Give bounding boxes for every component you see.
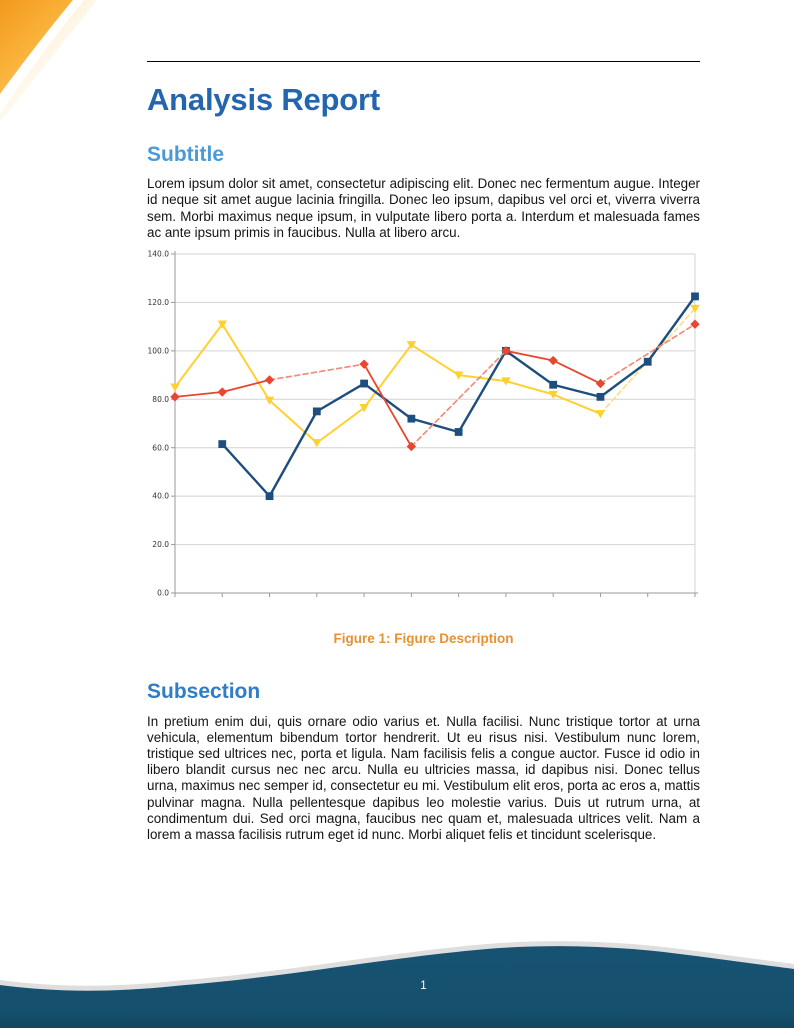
yellow-triangles-segment bbox=[552, 393, 602, 415]
yellow-triangles-segment bbox=[268, 399, 318, 444]
blue-squares-segment bbox=[268, 410, 319, 498]
blue-squares-marker bbox=[454, 428, 463, 436]
blue-squares-marker bbox=[596, 393, 605, 401]
red-diamonds-segment bbox=[552, 359, 602, 385]
blue-squares-marker bbox=[360, 379, 368, 388]
blue-squares-segment bbox=[315, 382, 366, 413]
red-diamonds-marker bbox=[595, 378, 606, 389]
red-diamonds-segment bbox=[221, 379, 271, 393]
y-axis-tick-label: 40.0 bbox=[152, 492, 169, 501]
blue-squares-segment bbox=[504, 349, 555, 387]
blue-squares-segment bbox=[599, 360, 649, 399]
y-axis-tick-label: 120.0 bbox=[148, 298, 170, 307]
blue-squares-marker bbox=[218, 440, 227, 449]
yellow-triangles-marker bbox=[170, 383, 180, 392]
yellow-triangles-marker bbox=[264, 396, 275, 406]
y-axis-tick-label: 140.0 bbox=[148, 250, 170, 259]
y-axis-tick-label: 0.0 bbox=[157, 589, 169, 598]
y-axis-tick-label: 100.0 bbox=[148, 347, 170, 356]
blue-squares-marker bbox=[549, 380, 558, 389]
blue-squares-segment bbox=[221, 442, 271, 498]
yellow-triangles-marker bbox=[501, 377, 511, 386]
yellow-triangles-marker bbox=[595, 410, 606, 419]
y-axis-tick-label: 60.0 bbox=[152, 443, 169, 452]
yellow-triangles-marker bbox=[406, 341, 417, 350]
blue-squares-segment bbox=[646, 295, 697, 364]
y-axis-tick-label: 80.0 bbox=[152, 395, 169, 404]
blue-squares-marker bbox=[407, 414, 416, 423]
red-diamonds-marker bbox=[690, 319, 700, 329]
subtitle-heading: Subtitle bbox=[147, 142, 224, 166]
blue-squares-marker bbox=[312, 407, 321, 416]
body-paragraph: In pretium enim dui, quis ornare odio va… bbox=[147, 713, 700, 842]
blue-squares-marker bbox=[265, 492, 274, 501]
red-diamonds-gap-segment bbox=[410, 350, 507, 448]
blue-squares-segment bbox=[457, 349, 508, 434]
figure-caption: Figure 1: Figure Description bbox=[333, 631, 514, 647]
yellow-triangles-marker bbox=[548, 390, 558, 399]
intro-paragraph: Lorem ipsum dolor sit amet, consectetur … bbox=[147, 176, 700, 240]
blue-squares-segment bbox=[551, 383, 602, 399]
blue-squares-segment bbox=[410, 417, 460, 434]
subsection-heading: Subsection bbox=[147, 680, 261, 704]
yellow-triangles-segment bbox=[221, 323, 271, 402]
page-number: 1 bbox=[420, 980, 427, 992]
yellow-triangles-segment bbox=[174, 323, 224, 389]
red-diamonds-marker bbox=[170, 392, 180, 402]
page-footer: 1 bbox=[0, 916, 794, 1028]
yellow-triangles-segment bbox=[363, 343, 413, 409]
red-diamonds-gap-segment bbox=[268, 363, 365, 381]
yellow-triangles-segment bbox=[504, 380, 555, 396]
yellow-triangles-marker bbox=[359, 404, 369, 413]
page-content: Analysis Report Subtitle Lorem ipsum dol… bbox=[147, 0, 700, 843]
red-diamonds-segment bbox=[505, 350, 555, 362]
blue-squares-segment bbox=[362, 382, 413, 420]
line-chart: 0.0 20.0 40.0 60.0 80.0 100.0 120.0 140.0 bbox=[148, 250, 700, 598]
corner-orange-shape bbox=[0, 0, 73, 94]
red-diamonds-segment bbox=[174, 391, 224, 398]
blue-squares-marker bbox=[691, 292, 699, 301]
yellow-triangles-marker bbox=[217, 320, 227, 329]
yellow-triangles-segment bbox=[410, 343, 460, 377]
yellow-triangles-segment bbox=[457, 374, 507, 383]
red-diamonds-marker bbox=[264, 375, 275, 385]
red-diamonds-marker bbox=[501, 346, 511, 356]
yellow-triangles-marker bbox=[453, 371, 464, 380]
yellow-triangles-marker bbox=[690, 304, 700, 314]
red-diamonds-marker bbox=[548, 355, 558, 366]
red-diamonds-segment bbox=[363, 363, 413, 448]
figure-1: 0.0 20.0 40.0 60.0 80.0 100.0 120.0 140.0 Figur… bbox=[147, 242, 700, 646]
y-axis-tick-label: 20.0 bbox=[152, 540, 169, 549]
blue-squares-marker bbox=[643, 357, 652, 366]
page-title: Analysis Report bbox=[147, 82, 381, 117]
red-diamonds-marker bbox=[217, 387, 227, 397]
red-diamonds-gap-segment bbox=[599, 323, 696, 385]
header-rule bbox=[147, 61, 700, 62]
red-diamonds-marker bbox=[359, 359, 369, 369]
footer-wave bbox=[0, 941, 794, 1028]
yellow-triangles-marker bbox=[312, 439, 322, 448]
corner-swoosh-decoration bbox=[0, 0, 97, 122]
footer-wave-shape bbox=[0, 946, 794, 1028]
yellow-triangles-segment bbox=[315, 406, 366, 444]
